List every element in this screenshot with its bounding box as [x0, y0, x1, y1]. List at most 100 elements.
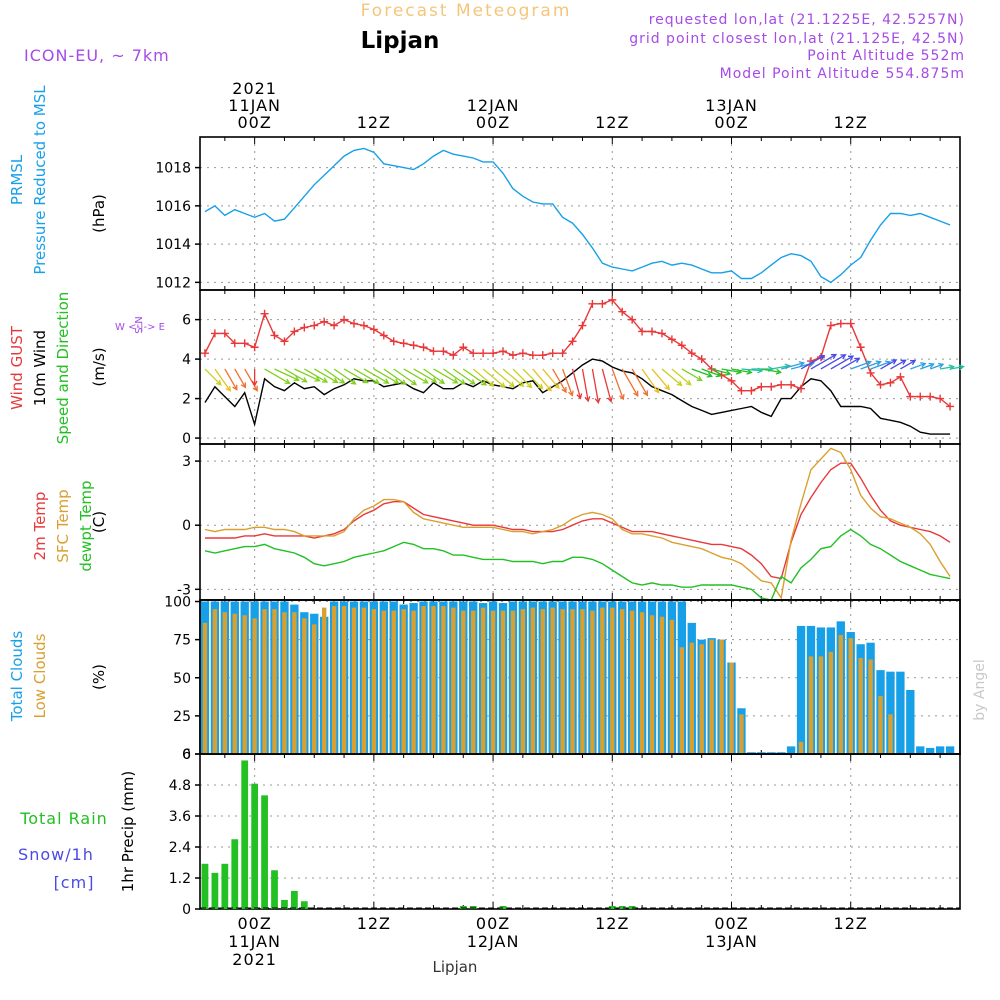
wind-gust-marker: [578, 321, 587, 330]
low-cloud-bar: [828, 651, 834, 754]
wind-arrow-head: [438, 378, 446, 385]
chart-title: Forecast Meteogram: [361, 1, 572, 21]
low-cloud-bar: [868, 659, 873, 754]
low-cloud-bar: [639, 612, 645, 754]
wind-arrow-head: [865, 360, 872, 366]
wind-gust-marker: [240, 339, 249, 348]
wind-direction-arrow: [810, 354, 837, 370]
wind-gust-marker: [797, 384, 806, 393]
wind-gust-marker: [707, 364, 716, 373]
wind-direction-arrow: [403, 368, 428, 384]
temp-2m-line: [205, 462, 951, 580]
wind-gust-marker: [876, 380, 885, 389]
low-cloud-bar: [341, 606, 347, 754]
panel-frame: [199, 136, 961, 291]
y-tick-label: 100: [164, 595, 191, 611]
wind-direction-arrow: [234, 368, 246, 388]
low-cloud-bar: [739, 714, 744, 754]
wind-side-label: Speed and Direction: [54, 292, 72, 445]
model-label: ICON-EU, ~ 7km: [24, 46, 170, 65]
wind-arrow-head: [798, 361, 806, 367]
low-cloud-bar: [431, 606, 436, 754]
low-cloud-bar: [560, 609, 565, 754]
low-cloud-bar: [282, 612, 287, 754]
low-cloud-bar: [510, 610, 516, 754]
wind-direction-arrow: [880, 359, 897, 370]
y-axis-unit-label: (%): [90, 664, 108, 690]
rain-bar: [251, 783, 259, 909]
wind-gust-marker: [608, 295, 617, 304]
wind-speed-line: [204, 358, 951, 435]
low-cloud-bar: [232, 613, 237, 754]
wind-direction-arrow: [910, 362, 926, 370]
y-tick-label: 4.8: [169, 778, 191, 794]
y-tick-label: 1.2: [169, 871, 191, 887]
wind-direction-arrow: [542, 368, 560, 389]
wind-arrow-head: [301, 377, 308, 383]
wind-gust-marker: [419, 343, 428, 352]
wind-direction-arrow: [413, 368, 437, 383]
wind-direction-arrow: [641, 368, 660, 393]
total-cloud-bar: [935, 746, 945, 754]
wind-gust-marker: [389, 337, 398, 346]
wind-compass-ns: N-S: [132, 316, 143, 333]
bottom-time-label: 12Z: [357, 914, 391, 933]
panel-0: 1012 1014 1016 1018 (hPa): [90, 136, 961, 291]
wind-arrow-head: [480, 380, 488, 386]
wind-direction-arrow: [949, 365, 964, 370]
top-time-label: 12Z: [357, 113, 391, 132]
wind-arrow-head: [920, 362, 927, 368]
rain-bar: [231, 839, 239, 909]
bottom-time-label: 12Z: [595, 914, 629, 933]
low-cloud-bar: [272, 609, 277, 754]
wind-direction-arrow: [651, 368, 670, 390]
total-cloud-bar: [896, 671, 905, 754]
grid-point-coords: grid point closest lon,lat (21.125E, 42.…: [629, 31, 965, 47]
wind-arrow-head: [469, 379, 476, 385]
wind-gust-marker: [320, 317, 329, 326]
wind-gust-marker: [757, 382, 766, 391]
rain-bar: [291, 890, 298, 909]
wind-gust-marker: [429, 347, 438, 356]
wind-arrow-head: [584, 396, 591, 403]
wind-arrow-head: [725, 369, 732, 376]
wind-arrow-head: [568, 390, 574, 397]
low-cloud-bar: [620, 609, 625, 754]
wind-direction-arrow: [244, 368, 258, 391]
temp-sfc-line: [204, 447, 951, 600]
low-cloud-bar: [351, 607, 357, 754]
y-tick-label: 1012: [155, 275, 191, 291]
y-tick-label: 6: [182, 747, 191, 763]
low-cloud-bar: [689, 642, 694, 754]
rain-legend-label: Total Rain: [19, 809, 108, 828]
panel-3: 0 25 50 75 100 (%): [90, 595, 961, 763]
wind-direction-arrow: [929, 363, 944, 370]
wind-arrow-head: [431, 377, 438, 383]
wind-direction-arrow: [900, 359, 916, 370]
rain-trace-bar: [618, 906, 626, 909]
wind-arrow-head: [847, 355, 855, 361]
panel-2: -3 0 3 (C): [90, 443, 961, 601]
wind-direction-arrow: [323, 368, 345, 384]
wind-gust-marker: [349, 319, 358, 328]
rain-bar: [241, 760, 249, 909]
wind-gust-marker: [230, 339, 239, 348]
wind-gust-marker: [826, 321, 835, 330]
wind-gust-marker: [618, 307, 627, 316]
wind-arrow-head: [875, 360, 882, 366]
wind-arrow-head: [459, 379, 466, 385]
wind-direction-arrow: [214, 368, 231, 392]
wind-gust-marker: [598, 299, 607, 308]
wind-arrow-head: [373, 378, 381, 385]
wind-gust-marker: [548, 349, 557, 358]
wind-arrow-head: [958, 364, 965, 371]
wind-side-label: Wind GUST: [8, 325, 26, 410]
wind-direction-arrow: [800, 355, 825, 370]
rain-bar: [221, 863, 229, 909]
wind-gust-marker: [906, 392, 915, 401]
wind-gust-marker: [200, 349, 209, 358]
wind-direction-arrow: [452, 368, 476, 385]
panel-1: 0 2 4 6 (m/s) W <-|-> EN-S: [90, 289, 965, 447]
y-tick-label: 1014: [155, 237, 191, 253]
